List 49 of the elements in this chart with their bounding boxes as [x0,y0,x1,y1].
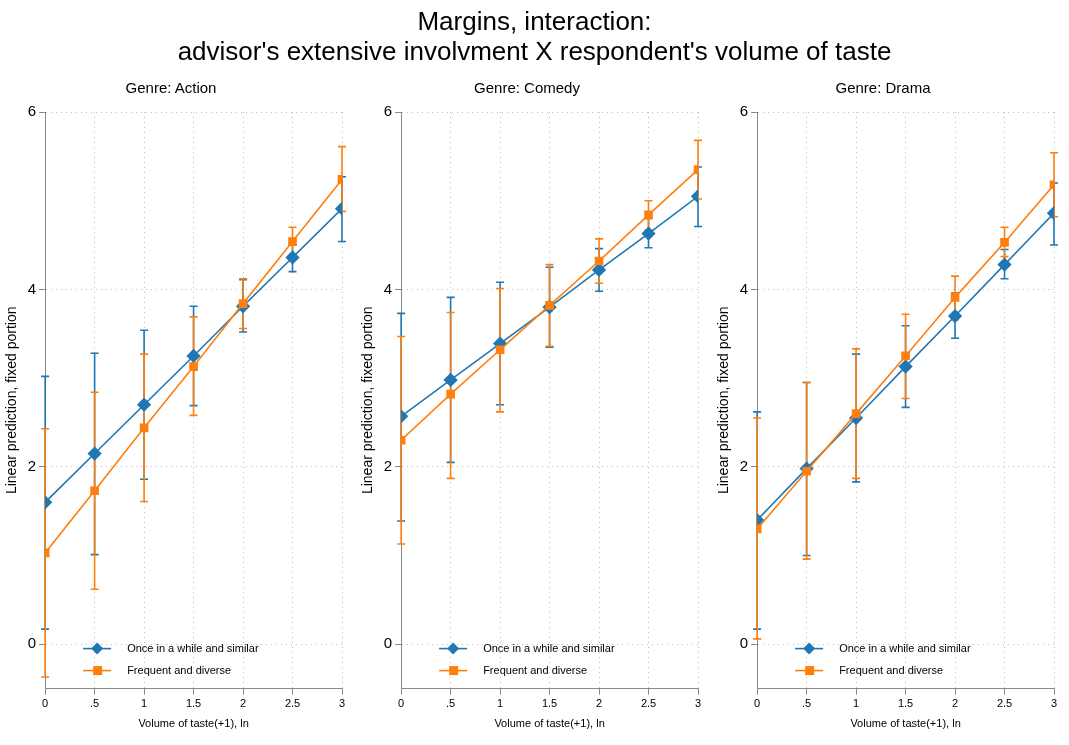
x-tick-label: 2.5 [996,697,1013,710]
x-tick-label: 0 [42,697,49,710]
x-tick-label: 2 [951,697,959,710]
x-axis-title: Volume of taste(+1), ln [850,717,961,730]
y-tick-label: 6 [27,102,37,120]
x-tick-label: 0 [398,697,405,710]
x-tick-label: 1.5 [541,697,558,710]
x-tick-label: 2 [595,697,603,710]
x-tick-label: 3 [1050,697,1058,710]
x-tick-label: 1.5 [185,697,202,710]
y-tick-label: 0 [27,634,37,652]
y-tick-label: 2 [739,456,749,474]
y-tick-label: 4 [383,279,393,297]
x-tick-label: .5 [90,697,100,710]
x-axis-title: Volume of taste(+1), ln [494,717,605,730]
chart-subtitle: Genre: Action [125,79,217,97]
x-tick-label: 2.5 [640,697,657,710]
x-tick-label: 3 [694,697,702,710]
y-tick-label: 6 [383,102,393,120]
chart-subtitle: Genre: Drama [835,79,932,97]
y-axis-title: Linear prediction, fixed portion [715,306,732,495]
y-tick-label: 0 [739,634,749,652]
legend-label: Frequent and diverse [127,663,232,676]
text: Margins, interaction: advisor's extensive involvment X respondent's volume of taste [176,5,893,68]
y-axis-title: Linear prediction, fixed portion [359,306,376,495]
y-tick-label: 4 [739,279,749,297]
y-tick-label: 2 [27,456,37,474]
x-tick-label: 1 [141,697,148,710]
legend-label: Frequent and diverse [483,663,588,676]
x-tick-label: 2.5 [284,697,301,710]
x-tick-label: .5 [802,697,812,710]
chart-subtitle: Genre: Comedy [474,79,581,97]
legend-label: Once in a while and similar [127,641,259,654]
x-tick-label: 1.5 [897,697,914,710]
legend-label: Once in a while and similar [483,641,615,654]
x-axis-title: Volume of taste(+1), ln [138,717,249,730]
y-axis-title: Linear prediction, fixed portion [3,306,20,495]
x-tick-label: 1 [853,697,860,710]
y-tick-label: 2 [383,456,393,474]
x-tick-label: .5 [446,697,456,710]
y-tick-label: 0 [383,634,393,652]
x-tick-label: 1 [497,697,504,710]
legend-label: Frequent and diverse [839,663,944,676]
x-tick-label: 2 [239,697,247,710]
x-tick-label: 3 [338,697,346,710]
y-tick-label: 6 [739,102,749,120]
y-tick-label: 4 [27,279,37,297]
legend-label: Once in a while and similar [839,641,971,654]
x-tick-label: 0 [754,697,761,710]
